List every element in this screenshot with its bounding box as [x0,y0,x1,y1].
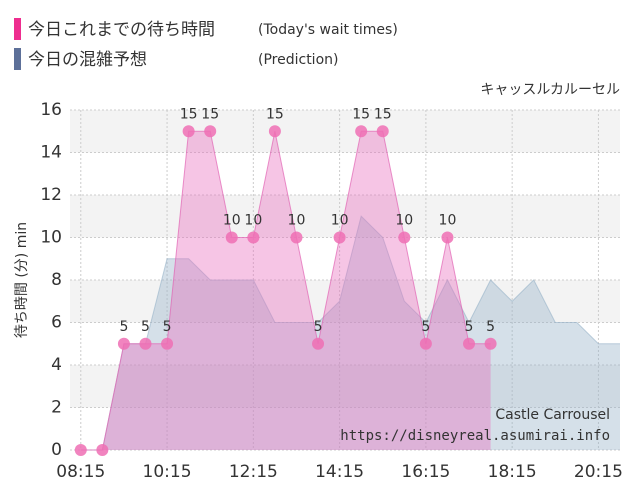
point [355,125,368,138]
data-label: 15 [374,106,392,122]
point [484,337,497,350]
y-tick-label: 8 [51,270,62,290]
line [80,215,620,451]
data-label: 5 [421,319,430,335]
point [182,125,195,138]
plot-band [70,195,620,238]
x-tick-label: 14:15 [315,462,364,482]
area [80,131,491,450]
point [139,337,152,350]
plot-band [70,110,620,153]
legend-label: 今日の混雑予想 [28,50,147,70]
y-tick-label: 4 [51,355,62,375]
point [161,337,174,350]
point [333,231,346,244]
data-label: 10 [395,213,413,229]
data-label: 15 [266,106,284,122]
area [80,216,621,450]
x-tick-label: 10:15 [143,462,192,482]
data-label: 10 [331,213,349,229]
data-label: 15 [180,106,198,122]
point [268,125,281,138]
data-label: 10 [244,213,262,229]
plot-band [70,365,620,408]
point [463,337,476,350]
y-tick-label: 14 [40,143,62,163]
point [441,231,454,244]
y-tick-label: 6 [51,313,62,333]
data-label: 10 [439,213,457,229]
data-label: 10 [288,213,306,229]
point [376,125,389,138]
data-label: 5 [486,319,495,335]
subtitle: キャッスルカルーセル [480,82,620,98]
annotation: Castle Carrousel [495,407,610,423]
point [312,337,325,350]
data-label: 5 [141,319,150,335]
point [225,231,238,244]
point [204,125,217,138]
data-label: 5 [163,319,172,335]
legend-label-en: (Prediction) [258,52,338,68]
plot-band [70,280,620,323]
x-tick-label: 08:15 [56,462,105,482]
data-label: 15 [201,106,219,122]
data-label: 5 [465,319,474,335]
x-tick-label: 16:15 [401,462,450,482]
point [290,231,303,244]
y-tick-label: 10 [40,228,62,248]
y-tick-label: 2 [51,398,62,418]
point [419,337,432,350]
legend-label-en: (Today's wait times) [258,22,398,38]
y-tick-label: 12 [40,185,62,205]
legend-label: 今日これまでの待ち時間 [28,20,215,40]
point [398,231,411,244]
point [117,337,130,350]
point [96,444,109,456]
data-label: 15 [352,106,370,122]
x-tick-label: 20:15 [574,462,623,482]
y-tick-label: 16 [40,100,62,120]
legend-swatch [14,18,21,40]
data-label: 5 [314,319,323,335]
x-tick-label: 12:15 [229,462,278,482]
point [74,444,87,456]
point [247,231,260,244]
data-label: 10 [223,213,241,229]
annotation: https://disneyreal.asumirai.info [340,428,610,444]
y-axis-label: 待ち時間 (分) min [14,222,30,338]
legend-swatch [14,48,21,70]
x-tick-label: 18:15 [488,462,537,482]
data-label: 5 [119,319,128,335]
y-tick-label: 0 [51,440,62,460]
